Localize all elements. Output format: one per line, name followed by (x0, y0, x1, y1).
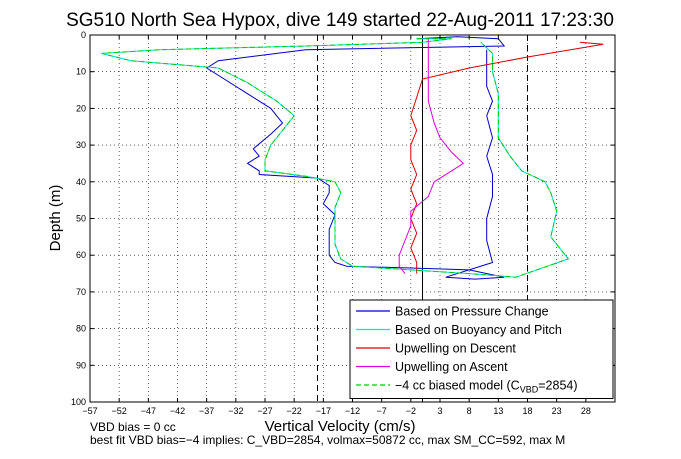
legend-label-4: −4 cc biased model (CVBD=2854) (395, 379, 578, 395)
y-tick-label: 0 (81, 30, 86, 40)
x-tick-label: 3 (437, 406, 442, 416)
y-tick-label: 70 (76, 287, 86, 297)
y-tick-label: 10 (76, 67, 86, 77)
legend-box (349, 299, 614, 399)
y-tick-label: 60 (76, 250, 86, 260)
x-tick-label: −7 (377, 406, 387, 416)
x-tick-label: −47 (141, 406, 156, 416)
x-tick-label: −17 (316, 406, 331, 416)
legend-label-3: Upwelling on Ascent (395, 360, 508, 374)
legend: Based on Pressure Change Based on Buoyanc… (349, 299, 614, 399)
y-tick-label: 50 (76, 214, 86, 224)
x-axis-label: Vertical Velocity (cm/s) (265, 418, 416, 435)
y-tick-label: 20 (76, 103, 86, 113)
y-tick-label: 40 (76, 177, 86, 187)
x-tick-label: 23 (552, 406, 562, 416)
x-tick-label: 18 (522, 406, 532, 416)
legend-label-2: Upwelling on Descent (395, 342, 516, 356)
y-tick-label: 90 (76, 360, 86, 370)
x-tick-label: −32 (228, 406, 243, 416)
series-line-3 (398, 38, 465, 274)
footer-text-vbd-bias: VBD bias = 0 cc (90, 420, 176, 434)
series-line-4 (101, 38, 570, 278)
x-tick-label: −12 (345, 406, 360, 416)
y-tick-label: 100 (71, 397, 86, 407)
x-tick-label: 8 (467, 406, 472, 416)
x-tick-label: 13 (493, 406, 503, 416)
legend-label-1: Based on Buoyancy and Pitch (395, 323, 562, 337)
x-tick-label: −57 (82, 406, 97, 416)
legend-label-0: Based on Pressure Change (395, 305, 549, 319)
y-tick-label: 30 (76, 140, 86, 150)
x-tick-label: −2 (406, 406, 416, 416)
footer-text-best-fit: best fit VBD bias=−4 implies: C_VBD=2854… (90, 433, 565, 447)
x-tick-label: −37 (199, 406, 214, 416)
series-line-0 (205, 36, 506, 280)
series-line-2 (410, 41, 604, 274)
x-tick-label: −42 (170, 406, 185, 416)
x-tick-label: −22 (287, 406, 302, 416)
y-tick-label: 80 (76, 324, 86, 334)
x-tick-label: 28 (581, 406, 591, 416)
y-axis-label: Depth (m) (47, 185, 64, 252)
x-tick-label: −52 (112, 406, 127, 416)
x-tick-label: −27 (257, 406, 272, 416)
chart-title: SG510 North Sea Hypox, dive 149 started … (66, 10, 614, 31)
